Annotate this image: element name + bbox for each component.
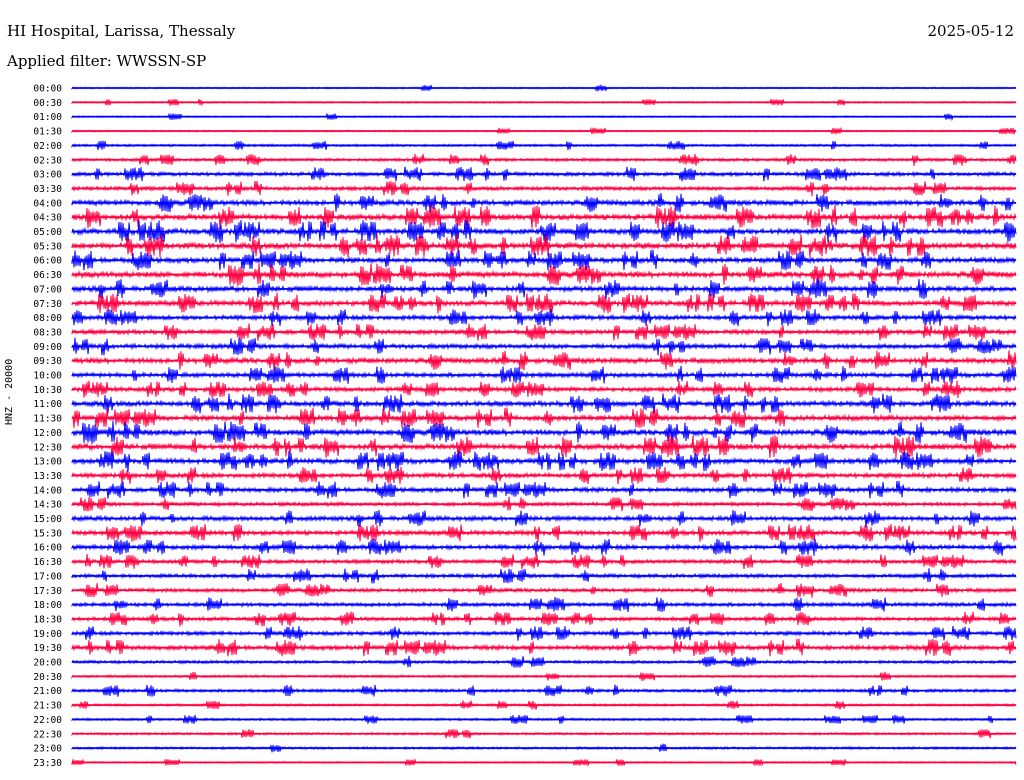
tick-label: 05:00	[33, 227, 62, 238]
tick-label: 12:30	[33, 442, 62, 453]
tick-label: 05:30	[33, 241, 62, 252]
tick-label: 08:00	[33, 313, 62, 324]
tick-label: 23:30	[33, 758, 62, 769]
tick-label: 03:00	[33, 170, 62, 181]
tick-label: 07:00	[33, 284, 62, 295]
filter-label: Applied filter: WWSSN-SP	[7, 52, 207, 70]
tick-label: 10:30	[33, 385, 62, 396]
tick-label: 06:00	[33, 256, 62, 267]
seismic-traces	[71, 84, 1017, 767]
tick-label: 11:30	[33, 414, 62, 425]
tick-label: 08:30	[33, 327, 62, 338]
record-date: 2025-05-12	[927, 22, 1014, 40]
tick-label: 12:00	[33, 428, 62, 439]
tick-label: 01:00	[33, 112, 62, 123]
tick-label: 00:30	[33, 98, 62, 109]
tick-label: 04:00	[33, 198, 62, 209]
tick-label: 15:00	[33, 514, 62, 525]
tick-label: 15:30	[33, 528, 62, 539]
tick-label: 18:30	[33, 614, 62, 625]
tick-label: 20:00	[33, 658, 62, 669]
tick-label: 19:00	[33, 629, 62, 640]
tick-label: 22:30	[33, 729, 62, 740]
tick-label: 13:30	[33, 471, 62, 482]
tick-label: 02:30	[33, 155, 62, 166]
tick-label: 14:30	[33, 500, 62, 511]
tick-label: 06:30	[33, 270, 62, 281]
tick-label: 09:00	[33, 342, 62, 353]
tick-label: 03:30	[33, 184, 62, 195]
tick-label: 16:30	[33, 557, 62, 568]
tick-label: 01:30	[33, 127, 62, 138]
tick-label: 11:00	[33, 399, 62, 410]
tick-label: 21:30	[33, 701, 62, 712]
tick-label: 10:00	[33, 371, 62, 382]
tick-label: 02:00	[33, 141, 62, 152]
tick-label: 17:30	[33, 586, 62, 597]
tick-label: 23:00	[33, 744, 62, 755]
tick-label: 16:00	[33, 543, 62, 554]
tick-label: 00:00	[33, 84, 62, 95]
tick-label: 22:00	[33, 715, 62, 726]
tick-label: 18:00	[33, 600, 62, 611]
tick-label: 04:30	[33, 213, 62, 224]
tick-label: 13:00	[33, 457, 62, 468]
tick-label: 19:30	[33, 643, 62, 654]
tick-label: 14:00	[33, 485, 62, 496]
tick-label: 09:30	[33, 356, 62, 367]
time-tick-labels: 00:00 00:30 01:00 01:30 02:00 02:30 03:00 03:30…	[33, 84, 62, 769]
tick-label: 21:00	[33, 686, 62, 697]
tick-label: 20:30	[33, 672, 62, 683]
tick-label: 07:30	[33, 299, 62, 310]
station-title: HI Hospital, Larissa, Thessaly	[7, 22, 236, 40]
tick-label: 17:00	[33, 571, 62, 582]
